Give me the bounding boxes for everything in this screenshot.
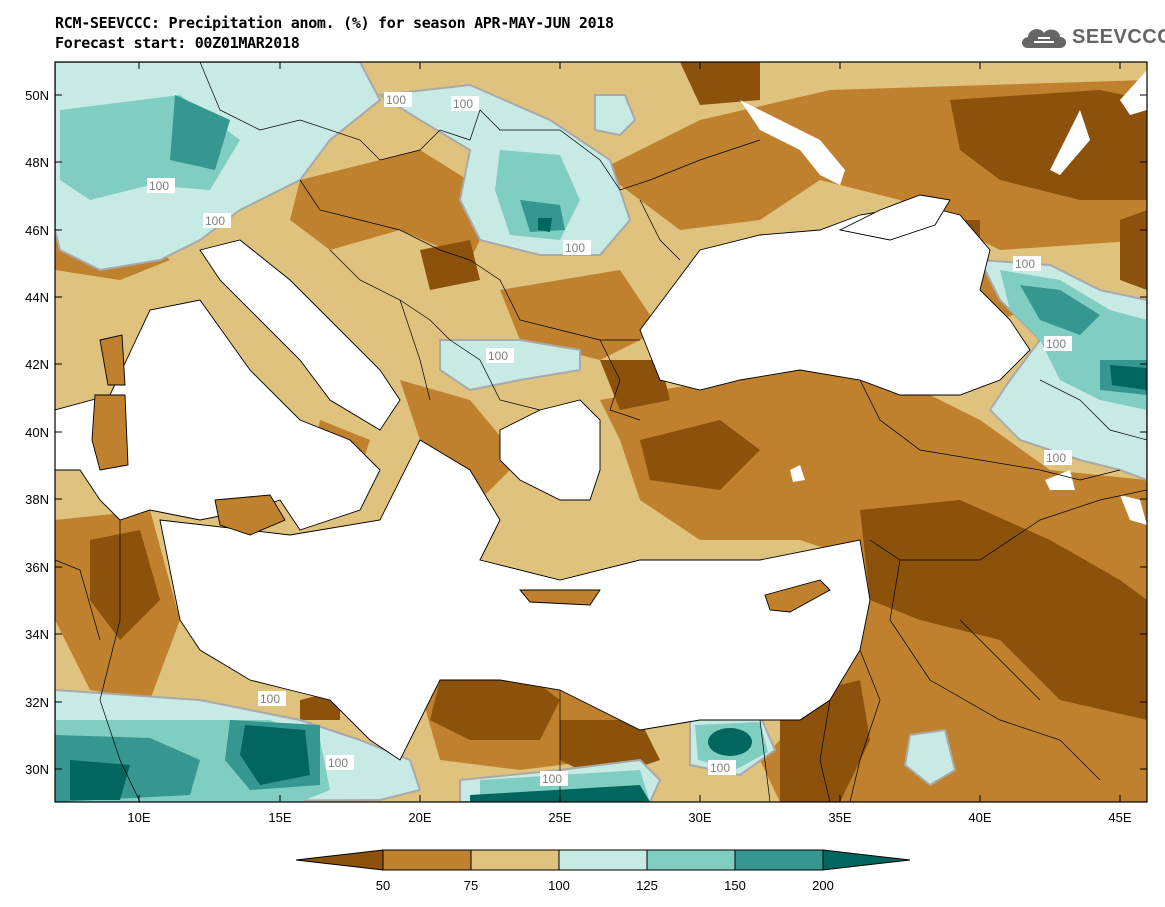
svg-text:100: 100	[453, 97, 473, 111]
contour-label: 100	[1013, 256, 1041, 271]
svg-text:100: 100	[386, 93, 406, 107]
legend-swatch	[295, 849, 384, 871]
latitude-labels: 50N 48N 46N 44N 42N 40N 38N 36N 34N 32N …	[25, 88, 49, 777]
contour-label: 100	[563, 240, 591, 255]
legend-tick: 100	[548, 878, 570, 893]
lat-label: 38N	[25, 492, 49, 507]
contour-label: 100	[203, 213, 231, 228]
contour-label: 100	[258, 691, 286, 706]
seevccc-logo: SEEVCCC	[1018, 22, 1165, 56]
logo-text: SEEVCCC	[1072, 26, 1165, 48]
legend-tick: 75	[464, 878, 478, 893]
legend-swatch	[646, 849, 736, 871]
legend-swatch	[822, 849, 911, 871]
sea-areas	[55, 194, 1031, 761]
latitude-axis	[55, 94, 1147, 770]
svg-text:100: 100	[1015, 257, 1035, 271]
lon-label: 25E	[548, 810, 571, 825]
svg-text:100: 100	[1046, 337, 1066, 351]
lon-label: 20E	[408, 810, 431, 825]
color-legend	[295, 849, 911, 871]
missing-data-gaps	[740, 70, 1147, 525]
svg-text:100: 100	[149, 179, 169, 193]
contour-label: 100	[326, 755, 354, 770]
svg-text:100: 100	[328, 756, 348, 770]
svg-text:100: 100	[710, 761, 730, 775]
lat-label: 36N	[25, 560, 49, 575]
svg-text:100: 100	[205, 214, 225, 228]
longitude-axis	[138, 62, 1121, 802]
country-borders	[55, 62, 1147, 802]
legend-tick: 150	[724, 878, 746, 893]
svg-text:100: 100	[1046, 451, 1066, 465]
lat-label: 40N	[25, 425, 49, 440]
islands	[91, 334, 831, 613]
legend-swatch	[470, 849, 560, 871]
contour-label: 100	[708, 760, 736, 775]
contour-label: 100	[540, 771, 568, 786]
svg-text:100: 100	[542, 772, 562, 786]
legend-ticks: 50 75 100 125 150 200	[376, 878, 834, 893]
lat-label: 30N	[25, 762, 49, 777]
longitude-labels: 10E 15E 20E 25E 30E 35E 40E 45E	[127, 810, 1131, 825]
contour-label: 100	[1044, 336, 1072, 351]
lon-label: 30E	[688, 810, 711, 825]
legend-swatch	[734, 849, 824, 871]
legend-tick: 50	[376, 878, 390, 893]
lat-label: 44N	[25, 290, 49, 305]
lat-label: 42N	[25, 357, 49, 372]
lon-label: 10E	[127, 810, 150, 825]
contour-label: 100	[147, 178, 175, 193]
lon-label: 35E	[828, 810, 851, 825]
contour-label: 100	[1044, 450, 1072, 465]
legend-tick: 125	[636, 878, 658, 893]
lon-label: 40E	[968, 810, 991, 825]
lon-label: 45E	[1108, 810, 1131, 825]
lat-label: 50N	[25, 88, 49, 103]
forecast-start-label: Forecast start: 00Z01MAR2018	[55, 34, 300, 52]
contour-labels: 100 100 100 100 100 100 100 100 100 100 …	[147, 92, 1072, 786]
legend-swatch	[558, 849, 648, 871]
lat-label: 32N	[25, 695, 49, 710]
lon-label: 15E	[268, 810, 291, 825]
lat-label: 48N	[25, 155, 49, 170]
map-title: RCM-SEEVCCC: Precipitation anom. (%) for…	[55, 14, 614, 32]
contour-label: 100	[384, 92, 412, 107]
contour-label: 100	[486, 348, 514, 363]
svg-text:100: 100	[565, 241, 585, 255]
cloud-icon	[1022, 29, 1066, 48]
legend-swatch	[382, 849, 472, 871]
svg-text:100: 100	[260, 692, 280, 706]
contour-label: 100	[451, 96, 479, 111]
lat-label: 34N	[25, 627, 49, 642]
lat-label: 46N	[25, 223, 49, 238]
svg-text:100: 100	[488, 349, 508, 363]
legend-tick: 200	[812, 878, 834, 893]
